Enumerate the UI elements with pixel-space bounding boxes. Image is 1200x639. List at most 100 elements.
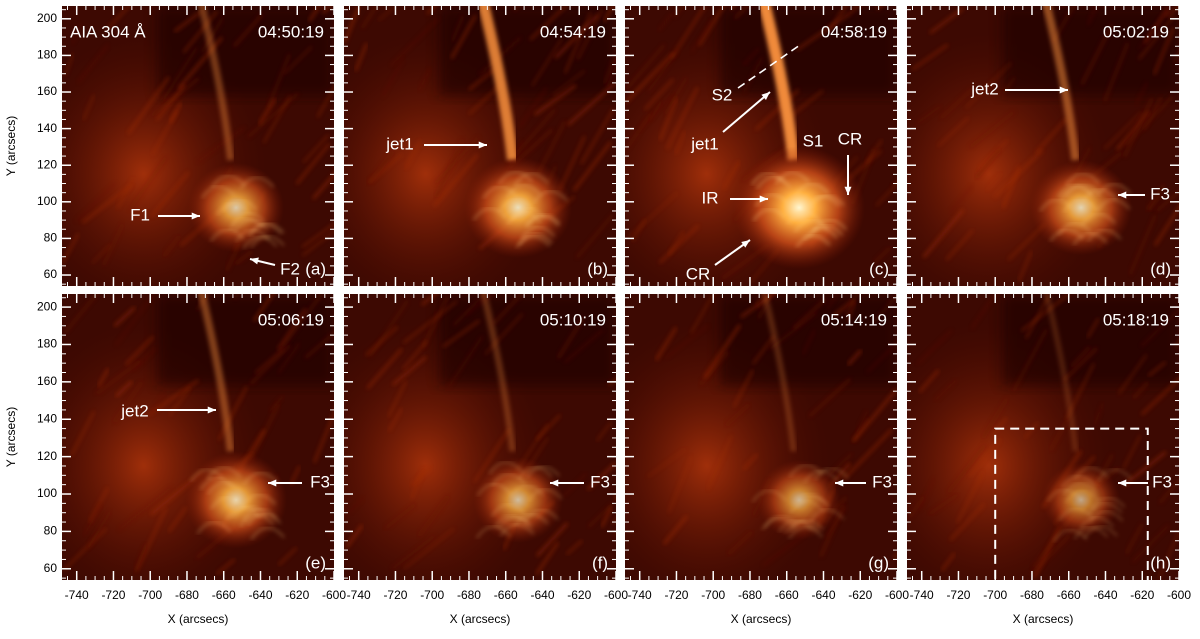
- texture-streak: [365, 325, 399, 356]
- y-tick-label: 100: [37, 194, 57, 208]
- flare-region: [1042, 462, 1120, 538]
- flare-loop: [1081, 212, 1116, 226]
- texture-streak: [1154, 205, 1179, 246]
- texture-streak: [732, 369, 754, 408]
- x-tick-label: -660: [1057, 588, 1081, 602]
- x-tick-label: -740: [628, 588, 652, 602]
- texture-streak: [554, 13, 599, 59]
- y-tick-label: 160: [37, 374, 57, 388]
- texture-streak: [302, 134, 330, 164]
- solar-image: [62, 294, 334, 580]
- texture-streak: [417, 495, 450, 537]
- texture-streak: [417, 67, 432, 92]
- flare-loop: [231, 212, 266, 225]
- texture-streak: [281, 294, 324, 348]
- flare-loop: [1079, 516, 1114, 530]
- texture-streak: [128, 156, 167, 211]
- x-tick-label: -700: [701, 588, 725, 602]
- y-tick-label: 140: [37, 121, 57, 135]
- flare-loop: [1097, 468, 1132, 482]
- panel-letter: (a): [305, 259, 326, 278]
- texture-streak: [743, 57, 763, 93]
- texture-streak: [665, 86, 699, 150]
- texture-streak: [421, 295, 450, 348]
- texture-streak: [277, 308, 307, 351]
- annotation: F3: [1152, 472, 1172, 491]
- time-label: 05:06:19: [258, 310, 324, 329]
- flare-loop: [201, 185, 236, 199]
- annotation: F3: [872, 472, 892, 491]
- texture-streak: [114, 380, 134, 398]
- solar-image: [344, 294, 616, 580]
- y-tick-label: 140: [37, 411, 57, 425]
- texture-streak: [690, 19, 713, 53]
- texture-streak: [361, 6, 378, 29]
- texture-streak: [673, 6, 684, 18]
- texture-streak: [535, 414, 561, 441]
- texture-streak: [949, 184, 974, 214]
- x-tick-label: -720: [946, 588, 970, 602]
- dark-sky: [439, 294, 616, 386]
- texture-streak: [95, 359, 142, 395]
- texture-streak: [62, 527, 107, 571]
- flare-loop: [239, 176, 275, 190]
- arrow-head: [1059, 86, 1068, 94]
- texture-streak: [232, 13, 264, 48]
- x-axis-label: X (arcsecs): [1013, 612, 1074, 626]
- x-tick-label: -660: [494, 588, 518, 602]
- texture-streak: [572, 141, 612, 192]
- texture-streak: [1062, 347, 1098, 382]
- texture-streak: [985, 172, 1003, 192]
- texture-streak: [410, 465, 433, 487]
- texture-streak: [402, 340, 428, 371]
- texture-streak: [866, 342, 897, 373]
- texture-streak: [81, 184, 132, 224]
- texture-streak: [665, 324, 709, 359]
- x-tick-label: -680: [457, 588, 481, 602]
- texture-streak: [1132, 524, 1170, 563]
- panel-letter: (d): [1150, 259, 1171, 278]
- texture-streak: [949, 503, 986, 541]
- flare-loop: [190, 468, 225, 482]
- y-tick-label: 120: [37, 157, 57, 171]
- texture-streak: [173, 11, 201, 33]
- texture-streak: [133, 347, 157, 372]
- texture-streak: [127, 76, 170, 135]
- flare-loop: [206, 466, 242, 480]
- texture-streak: [1153, 27, 1175, 75]
- arrow-head: [550, 479, 559, 487]
- flare-loop: [491, 503, 526, 517]
- x-axis-label: X (arcsecs): [731, 612, 792, 626]
- texture-streak: [733, 6, 750, 20]
- texture-streak: [707, 435, 733, 490]
- jet: [197, 294, 235, 452]
- texture-streak: [956, 471, 984, 524]
- flare-region: [1030, 160, 1132, 256]
- arrow-head: [741, 240, 750, 248]
- texture-streak: [1145, 184, 1166, 211]
- texture-streak: [277, 342, 301, 374]
- x-tick-label: -740: [910, 588, 934, 602]
- texture-streak: [1172, 51, 1179, 64]
- flare-loop: [812, 219, 847, 232]
- jet: [478, 6, 519, 161]
- x-tick-label: -680: [1020, 588, 1044, 602]
- texture-streak: [162, 235, 181, 258]
- texture-streak: [754, 294, 765, 305]
- x-tick-label: -700: [420, 588, 444, 602]
- texture-streak: [304, 331, 334, 359]
- x-tick-label: -660: [212, 588, 236, 602]
- flare-loop: [775, 171, 810, 185]
- texture-streak: [312, 172, 334, 200]
- texture-streak: [576, 8, 604, 60]
- flare-loop: [791, 493, 826, 506]
- arrow-head: [1118, 479, 1127, 487]
- x-tick-label: -680: [175, 588, 199, 602]
- texture-streak: [939, 86, 975, 120]
- texture-streak: [875, 182, 897, 207]
- texture-streak: [975, 147, 1002, 179]
- texture-streak: [124, 335, 155, 366]
- texture-streak: [928, 493, 959, 516]
- flare-loop: [752, 489, 787, 503]
- flare-loop: [482, 186, 517, 199]
